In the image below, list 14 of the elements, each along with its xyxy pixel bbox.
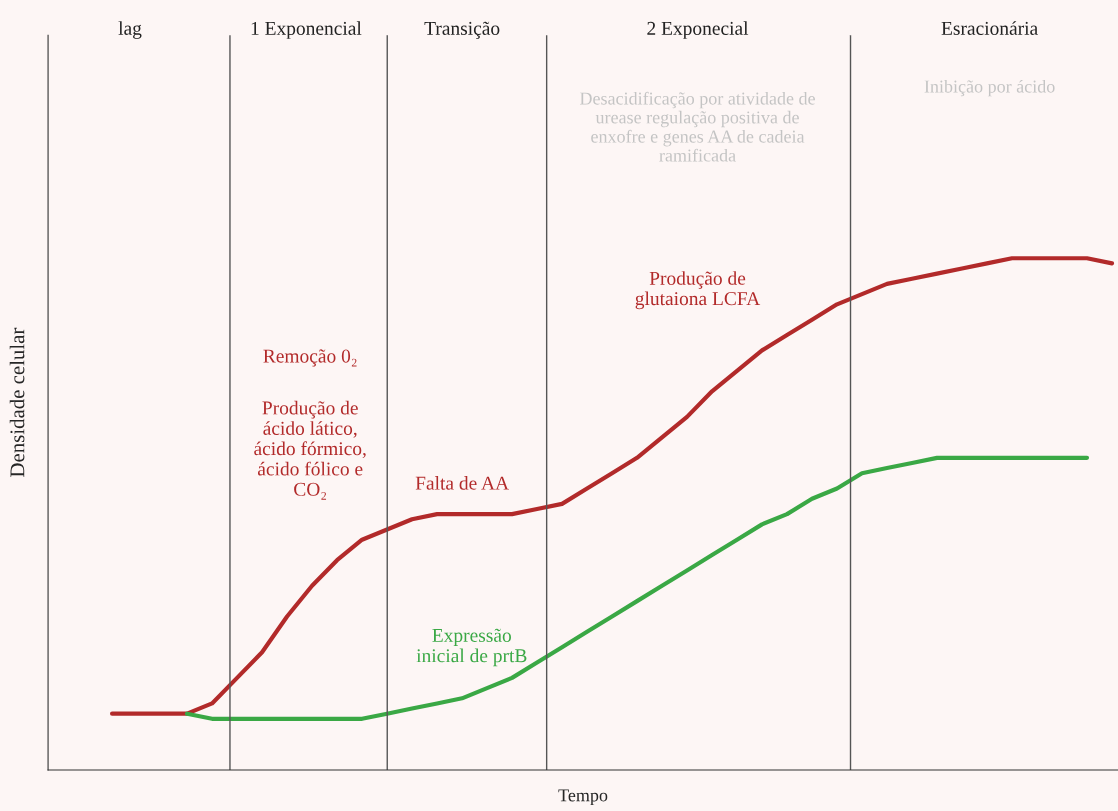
text: 2 Exponecial	[647, 21, 749, 39]
x-axis-title: Tempo	[558, 789, 608, 806]
annotation: Produção de ácido lático, ácido fórmico, ácido fólico e CO₂	[254, 400, 366, 500]
annotation: Falta de AA	[415, 476, 509, 490]
text: 1 Exponencial	[251, 21, 362, 39]
annotation: Expressão inicial de prtB	[416, 628, 527, 667]
annotation: Remoção 0₂	[263, 349, 357, 367]
text: Transição	[424, 21, 500, 39]
text: lag	[118, 21, 142, 39]
text: Esracionária	[941, 21, 1038, 35]
y-axis-title: Densidade celular	[9, 327, 25, 477]
text: Desacidificação por atividade de urease regulação positiva de enxofre e genes AA de cadeia ramificada	[579, 91, 815, 162]
text: Inibição por ácido	[924, 79, 1055, 97]
annotation: Produção de glutaiona LCFA	[635, 271, 761, 310]
